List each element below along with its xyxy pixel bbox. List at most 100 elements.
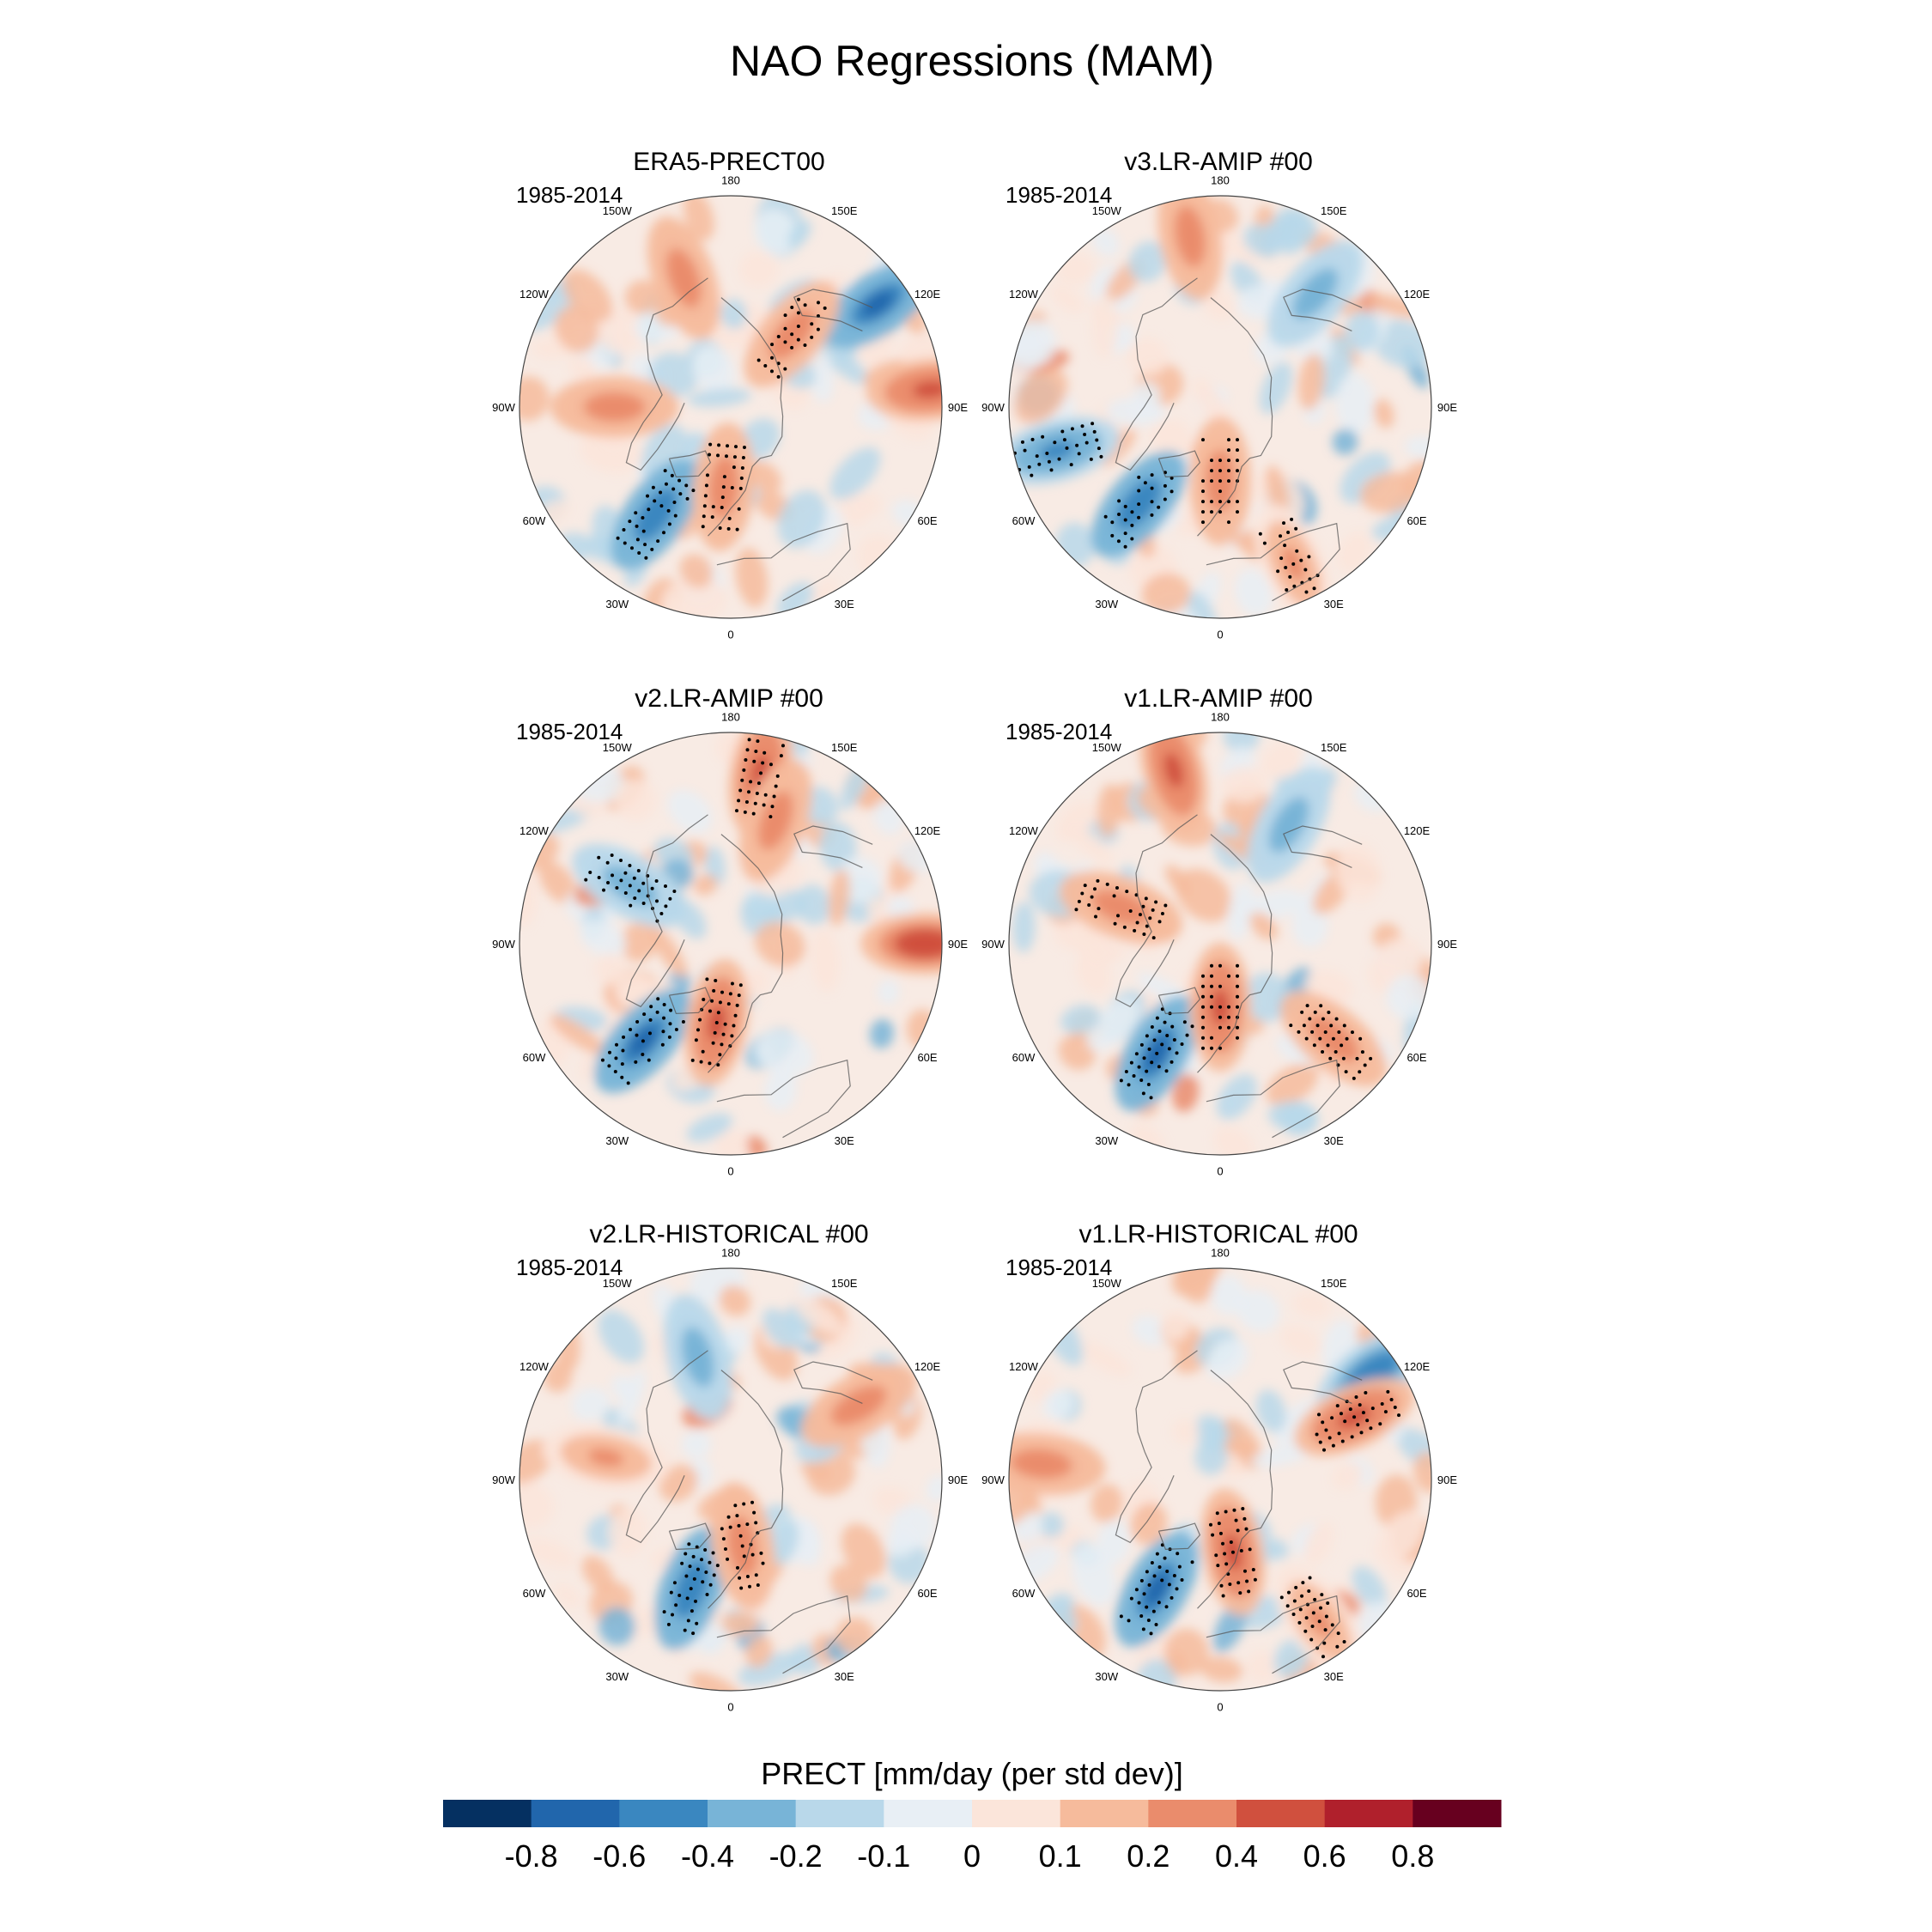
stipple-dot [666,508,671,513]
stipple-dot [769,762,773,767]
stipple-dot [1335,1404,1340,1408]
stipple-dot [1182,1020,1187,1024]
stipple-dot [1227,1005,1230,1009]
feature-north-pacific [1157,196,1223,301]
anomaly-blob [532,338,572,360]
stipple-dot [637,550,641,555]
stipple-dot [1383,1410,1388,1414]
anomaly-blob [614,779,657,821]
stipple-dot [1279,534,1283,538]
stipple-dot [1378,1422,1382,1426]
stipple-dot [783,733,787,738]
stipple-dot [662,1016,666,1020]
stipple-dot [674,1027,678,1031]
stipple-dot [816,327,820,331]
stipple-dot [654,879,659,884]
stipple-dot [1093,887,1097,891]
stipple-dot [1318,1440,1322,1444]
longitude-label: 60W [1012,1051,1036,1064]
anomaly-blob [568,356,597,380]
stipple-dot [742,768,746,772]
stipple-dot [1097,447,1101,451]
stipple-dot [1137,475,1141,479]
stipple-dot [762,803,766,807]
anomaly-blob [721,1611,759,1637]
anomaly-blob [877,979,900,1005]
feature-europe [1189,416,1251,546]
stipple-dot [1152,1574,1157,1578]
anomaly-blob [890,1504,937,1550]
stipple-dot [741,456,745,460]
stipple-dot [1053,440,1057,445]
stipple-dot [688,1564,692,1569]
stipple-dot [1115,886,1119,890]
anomaly-blob [1071,1544,1116,1607]
stipple-dot [644,556,648,560]
colorbar: PRECT [mm/day (per std dev)] -0.8 -0.6 -0.… [443,1756,1502,1874]
stipple-dot [1218,1015,1222,1019]
stipple-dot [1308,1576,1312,1580]
feature-shade [1023,1455,1060,1473]
longitude-label: 30W [605,1670,629,1683]
stipple-dot [1035,454,1039,459]
stipple-dot [810,322,814,326]
anomaly-blob [519,1439,555,1485]
stipple-dot [712,988,716,993]
stipple-dot [1218,500,1222,504]
stipple-dot [744,758,748,762]
stipple-dot [1155,1016,1159,1020]
significance-stipple [584,732,787,1085]
stipple-dot [1330,1416,1334,1420]
stipple-dot [605,860,610,865]
stipple-dot [655,1010,659,1014]
anomaly-blob [1245,1650,1279,1684]
stipple-dot [1141,904,1145,908]
longitude-label: 30W [605,1134,629,1147]
stipple-dot [1397,1413,1401,1418]
longitude-label: 150W [603,204,633,217]
longitude-label: 90W [981,1473,1005,1486]
stipple-dot [750,1500,755,1504]
stipple-dot [1363,1063,1367,1067]
anomaly-blob [1128,241,1167,283]
stipple-dot [1155,1552,1159,1556]
anomaly-field [519,196,942,618]
stipple-dot [1201,438,1205,442]
panel-title: v1.LR-HISTORICAL #00 [1078,1220,1358,1249]
stipple-dot [1286,530,1291,534]
anomaly-blob [1273,1638,1309,1678]
stipple-dot [1345,1036,1349,1041]
stipple-dot [1343,1419,1347,1424]
stipple-dot [1150,473,1154,477]
anomaly-blob [1075,951,1112,996]
anomaly-field [1009,196,1431,618]
stipple-dot [1300,1594,1304,1598]
anomaly-blob [1012,902,1036,953]
longitude-label: 120W [519,1360,550,1373]
stipple-dot [733,1504,738,1508]
stipple-dot [628,519,632,524]
stipple-dot [662,531,666,535]
anomaly-blob [1206,1338,1249,1380]
stipple-dot [1358,1036,1363,1041]
stipple-dot [1116,539,1121,544]
stipple-dot [684,1574,689,1578]
longitude-label: 30E [835,1134,854,1147]
stipple-dot [668,1022,672,1026]
stipple-dot [1312,1043,1316,1048]
coastline [1157,450,1201,478]
stipple-dot [659,504,664,508]
longitude-label: 90W [492,1473,515,1486]
panel-period: 1985-2014 [1005,719,1112,744]
stipple-dot [701,1580,705,1584]
stipple-dot [1137,1601,1141,1605]
stipple-dot [1236,1528,1240,1533]
anomaly-blob [769,1519,799,1565]
longitude-label: 180 [1211,1247,1230,1260]
stipple-dot [628,884,632,888]
stipple-dot [1137,1065,1141,1069]
stipple-dot [1160,1042,1164,1047]
stipple-dot [680,1561,684,1565]
stipple-dot [695,1545,699,1549]
stipple-dot [1146,1619,1151,1623]
